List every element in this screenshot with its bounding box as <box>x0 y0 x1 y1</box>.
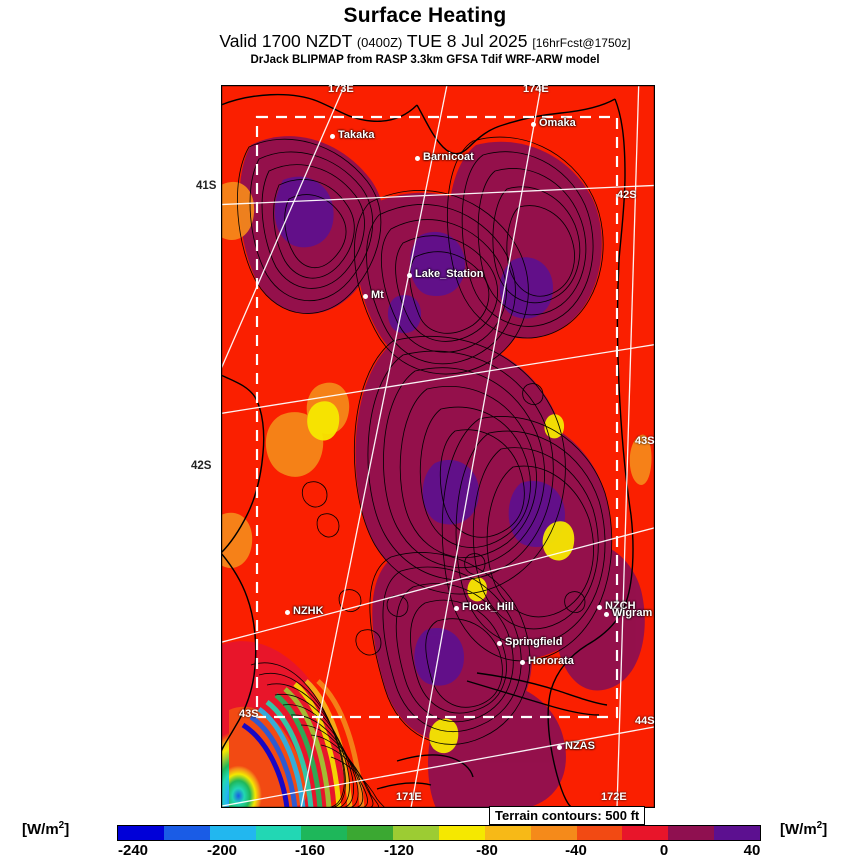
colorbar-gradient[interactable] <box>117 825 761 841</box>
grid-label-174e-1: 174E <box>523 85 549 95</box>
colorbar-tick-4: -80 <box>476 842 498 859</box>
station-label: Mt <box>371 289 384 301</box>
grid-label-172e-3: 172E <box>601 791 627 803</box>
station-label: Hororata <box>528 655 574 667</box>
station-label: Takaka <box>338 129 375 141</box>
valid-time-prefix: Valid 1700 NZDT <box>219 31 352 51</box>
station-label: Barnicoat <box>423 151 474 163</box>
colorbar-swatch-4 <box>301 826 348 840</box>
station-dot-icon <box>520 660 525 665</box>
domain-box <box>255 115 619 719</box>
heating-map[interactable]: 173E 174E 171E 172E 42S 43S 44S 43S Takaka Barni… <box>221 85 655 808</box>
grid-label-171e-2: 171E <box>396 791 422 803</box>
station-label: Omaka <box>539 117 576 129</box>
station-dot-icon <box>604 612 609 617</box>
colorbar-swatch-6 <box>393 826 440 840</box>
units-label-right: [W/m2] <box>780 820 828 838</box>
chart-header: Surface Heating Valid 1700 NZDT (0400Z) … <box>0 0 850 66</box>
colorbar-swatch-12 <box>668 826 715 840</box>
colorbar-tick-0: -240 <box>117 842 149 859</box>
colorbar-tick-6: 0 <box>659 842 669 859</box>
grid-label-43s-7: 43S <box>239 708 259 720</box>
station-dot-icon <box>597 605 602 610</box>
colorbar-tick-5: -40 <box>565 842 587 859</box>
station-dot-icon <box>363 294 368 299</box>
page-title: Surface Heating <box>343 4 507 27</box>
colorbar-swatch-13 <box>714 826 761 840</box>
colorbar-swatch-9 <box>530 826 577 840</box>
station-dot-icon <box>407 273 412 278</box>
colorbar-swatch-10 <box>576 826 623 840</box>
station-label: NZHK <box>293 605 324 617</box>
station-dot-icon <box>285 610 290 615</box>
station-dot-icon <box>531 122 536 127</box>
model-source-line: DrJack BLIPMAP from RASP 3.3km GFSA Tdif… <box>250 54 600 66</box>
colorbar-swatch-0 <box>118 826 164 840</box>
colorbar-tick-7: 40 <box>743 842 761 859</box>
station-dot-icon <box>454 606 459 611</box>
station-dot-icon <box>330 134 335 139</box>
grid-label-44s-6: 44S <box>635 715 655 727</box>
station-label: Wigram <box>612 607 653 619</box>
colorbar-tick-3: -120 <box>383 842 415 859</box>
colorbar-swatch-2 <box>209 826 256 840</box>
colorbar-swatch-7 <box>439 826 485 840</box>
station-label: Flock_Hill <box>462 601 514 613</box>
station-label: NZAS <box>565 740 595 752</box>
station-dot-icon <box>415 156 420 161</box>
colorbar-swatch-1 <box>163 826 210 840</box>
colorbar-tick-labels: -240 -200 -160 -120 -80 -40 0 40 <box>0 842 850 862</box>
colorbar-swatch-3 <box>255 826 302 840</box>
colorbar-swatch-5 <box>347 826 394 840</box>
grid-label-173e-0: 173E <box>328 85 354 95</box>
forecast-tag: [16hrFcst@1750z] <box>532 36 631 50</box>
grid-label-42s-4: 42S <box>617 189 637 201</box>
grid-label-43s-5: 43S <box>635 435 655 447</box>
units-label-left: [W/m2] <box>22 820 70 838</box>
outside-grid-label-42s-1: 42S <box>191 460 212 472</box>
colorbar[interactable]: [W/m2] [W/m2] -240 -200 -160 -120 -80 -40 0 40 <box>0 820 850 862</box>
station-label: Lake_Station <box>415 268 484 280</box>
terrain-contour-legend: Terrain contours: 500 ft <box>489 806 646 825</box>
valid-time-zulu: (0400Z) <box>356 35 403 50</box>
station-dot-icon <box>557 745 562 750</box>
station-label: NZCH <box>605 600 636 612</box>
colorbar-swatch-11 <box>622 826 669 840</box>
colorbar-tick-1: -200 <box>206 842 238 859</box>
station-label: Springfield <box>505 636 563 648</box>
valid-time-line: Valid 1700 NZDT (0400Z) TUE 8 Jul 2025 [… <box>0 31 850 52</box>
station-dot-icon <box>497 641 502 646</box>
valid-date: TUE 8 Jul 2025 <box>406 31 528 51</box>
colorbar-swatch-8 <box>484 826 531 840</box>
colorbar-tick-2: -160 <box>294 842 326 859</box>
outside-grid-label-41s-0: 41S <box>196 180 217 192</box>
map-raster <box>221 85 655 808</box>
